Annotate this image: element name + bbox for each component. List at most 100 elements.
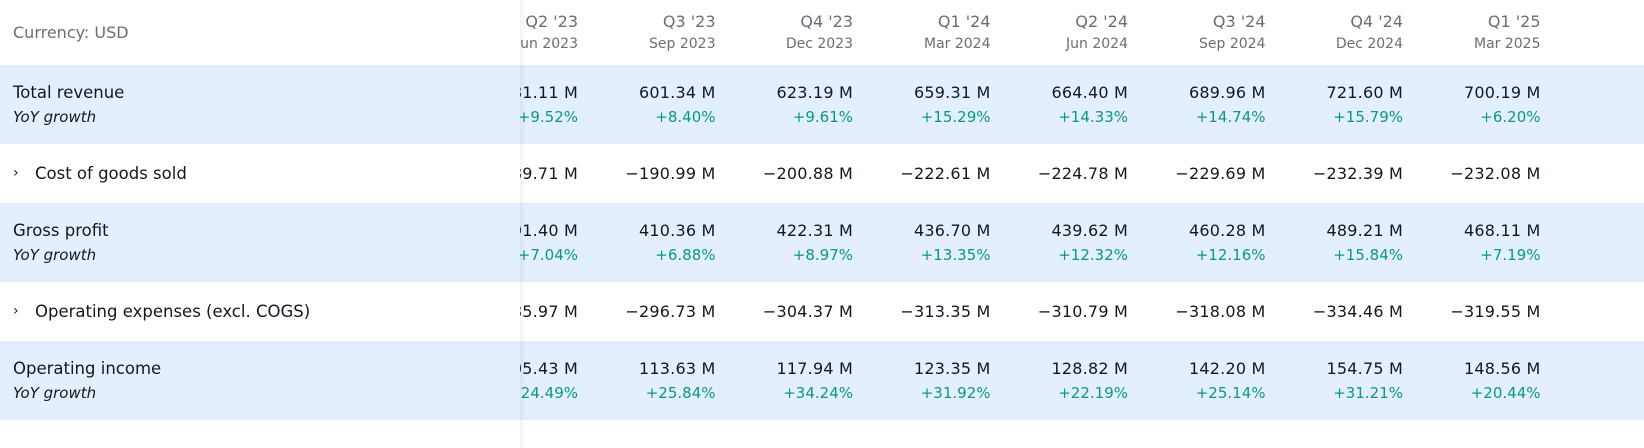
row-label[interactable]: › Operating expenses (excl. COGS) — [0, 282, 520, 341]
period-header[interactable]: Q3 '23 Sep 2023 — [578, 0, 716, 65]
table-row[interactable]: › Operating expenses (excl. COGS) −285.97 … — [0, 282, 1644, 341]
value: 581.11 M — [520, 82, 578, 102]
period-header[interactable]: Q3 '24 Sep 2024 — [1128, 0, 1266, 65]
row-name: Gross profit — [13, 218, 520, 243]
row-values: −189.71 M −190.99 M −200.88 M −222.61 M −224… — [520, 144, 1644, 203]
value: 117.94 M — [776, 358, 853, 378]
value: −310.79 M — [1037, 302, 1128, 321]
value-cell: 154.75 M +31.21% — [1266, 341, 1403, 420]
value: 154.75 M — [1326, 358, 1403, 378]
growth-value: +34.24% — [783, 383, 853, 402]
row-name[interactable]: › Operating expenses (excl. COGS) — [13, 299, 520, 324]
value-cell: −222.61 M — [853, 144, 991, 203]
value: −296.73 M — [625, 302, 716, 321]
chevron-right-icon[interactable]: › — [13, 165, 19, 181]
table-header: Currency: USD Q2 '23 Jun 2023 Q3 '23 Sep 202… — [0, 0, 1644, 65]
value: −224.78 M — [1037, 164, 1128, 183]
period-header[interactable]: Q2 '24 Jun 2024 — [991, 0, 1128, 65]
row-name-text: Cost of goods sold — [35, 164, 187, 183]
period-quarter: Q3 '23 — [662, 11, 716, 31]
period-header[interactable]: Q4 '23 Dec 2023 — [716, 0, 853, 65]
growth-value: +31.92% — [920, 383, 991, 402]
table-row: Operating income YoY growth 105.43 M +24.49… — [0, 341, 1644, 420]
row-name: Total revenue — [13, 80, 520, 105]
value: 113.63 M — [639, 358, 716, 378]
period-date: Jun 2024 — [1066, 35, 1128, 52]
value-cell: −200.88 M — [716, 144, 854, 203]
period-header[interactable]: Q2 '23 Jun 2023 — [520, 0, 578, 65]
growth-value: +24.49% — [520, 383, 578, 402]
value-cell: −285.97 M — [520, 282, 578, 341]
period-quarter: Q2 '24 — [1075, 11, 1128, 31]
row-values: 105.43 M +24.49% 113.63 M +25.84% 117.94 M +3… — [520, 341, 1644, 420]
period-date: Jun 2023 — [520, 35, 578, 52]
value-cell: 142.20 M +25.14% — [1128, 341, 1266, 420]
period-quarter: Q4 '23 — [800, 11, 853, 31]
value-cell: 436.70 M +13.35% — [853, 203, 991, 282]
value-cell: 128.82 M +22.19% — [991, 341, 1128, 420]
row-label: Gross profit YoY growth — [0, 203, 520, 282]
value: 148.56 M — [1464, 358, 1541, 378]
growth-value: +14.74% — [1195, 107, 1266, 126]
value: −222.61 M — [900, 164, 991, 183]
value: 105.43 M — [520, 358, 578, 378]
period-header[interactable]: Q4 '24 Dec 2024 — [1266, 0, 1403, 65]
value-cell: 489.21 M +15.84% — [1266, 203, 1403, 282]
value: 142.20 M — [1189, 358, 1266, 378]
period-date: Sep 2023 — [649, 35, 716, 52]
yoy-growth-label: YoY growth — [13, 107, 97, 126]
value-cell: −232.08 M — [1403, 144, 1541, 203]
period-date: Mar 2024 — [924, 35, 991, 52]
value: −319.55 M — [1450, 302, 1541, 321]
value-cell: −334.46 M — [1266, 282, 1404, 341]
period-quarter: Q2 '23 — [525, 11, 578, 31]
value: 659.31 M — [914, 82, 991, 102]
chevron-right-icon[interactable]: › — [13, 303, 19, 319]
growth-value: +25.84% — [645, 383, 716, 402]
value-cell: −310.79 M — [991, 282, 1129, 341]
value: 460.28 M — [1189, 220, 1266, 240]
value: 422.31 M — [776, 220, 853, 240]
period-quarter: Q1 '25 — [1487, 11, 1541, 31]
value: 128.82 M — [1051, 358, 1128, 378]
value-cell: 460.28 M +12.16% — [1128, 203, 1266, 282]
row-values-inner: 105.43 M +24.49% 113.63 M +25.84% 117.94 M +3… — [520, 341, 1541, 420]
header-label-cell: Currency: USD — [0, 0, 520, 65]
value-cell: −224.78 M — [991, 144, 1129, 203]
row-name: Operating income — [13, 356, 520, 381]
yoy-growth-label: YoY growth — [13, 245, 97, 264]
period-quarter: Q4 '24 — [1350, 11, 1403, 31]
period-header[interactable]: Q1 '24 Mar 2024 — [853, 0, 991, 65]
value-cell: 148.56 M +20.44% — [1403, 341, 1541, 420]
growth-value: +9.52% — [520, 107, 578, 126]
value: 436.70 M — [914, 220, 991, 240]
header-columns[interactable]: Q2 '23 Jun 2023 Q3 '23 Sep 2023 Q4 '23 Dec 20… — [520, 0, 1644, 65]
row-name[interactable]: › Cost of goods sold — [13, 161, 520, 186]
row-name-text: Total revenue — [13, 82, 125, 102]
value-cell: 113.63 M +25.84% — [578, 341, 716, 420]
value: −190.99 M — [625, 164, 716, 183]
value: 410.36 M — [639, 220, 716, 240]
growth-value: +8.97% — [792, 245, 853, 264]
value-cell: 468.11 M +7.19% — [1403, 203, 1540, 282]
period-quarter: Q1 '24 — [937, 11, 991, 31]
growth-value: +12.16% — [1195, 245, 1266, 264]
period-date: Mar 2025 — [1474, 35, 1541, 52]
value: −229.69 M — [1175, 164, 1266, 183]
row-values: 581.11 M +9.52% 601.34 M +8.40% 623.19 M +9.6… — [520, 65, 1644, 144]
row-values: −285.97 M −296.73 M −304.37 M −313.35 M −310… — [520, 282, 1644, 341]
value: −285.97 M — [520, 302, 578, 321]
growth-value: +6.20% — [1480, 107, 1541, 126]
period-header[interactable]: Q1 '25 Mar 2025 — [1403, 0, 1541, 65]
value-cell: 581.11 M +9.52% — [520, 65, 578, 144]
value-cell: −229.69 M — [1128, 144, 1266, 203]
yoy-growth-label: YoY growth — [13, 383, 97, 402]
value-cell: −313.35 M — [853, 282, 991, 341]
table-row[interactable]: › Cost of goods sold −189.71 M −190.99 M −20… — [0, 144, 1644, 203]
row-values-inner: 391.40 M +7.04% 410.36 M +6.88% 422.31 M +8.9… — [520, 203, 1541, 282]
row-label[interactable]: › Cost of goods sold — [0, 144, 520, 203]
value-cell: 439.62 M +12.32% — [991, 203, 1128, 282]
growth-value: +9.61% — [792, 107, 853, 126]
period-date: Sep 2024 — [1199, 35, 1266, 52]
row-values-inner: 581.11 M +9.52% 601.34 M +8.40% 623.19 M +9.6… — [520, 65, 1541, 144]
